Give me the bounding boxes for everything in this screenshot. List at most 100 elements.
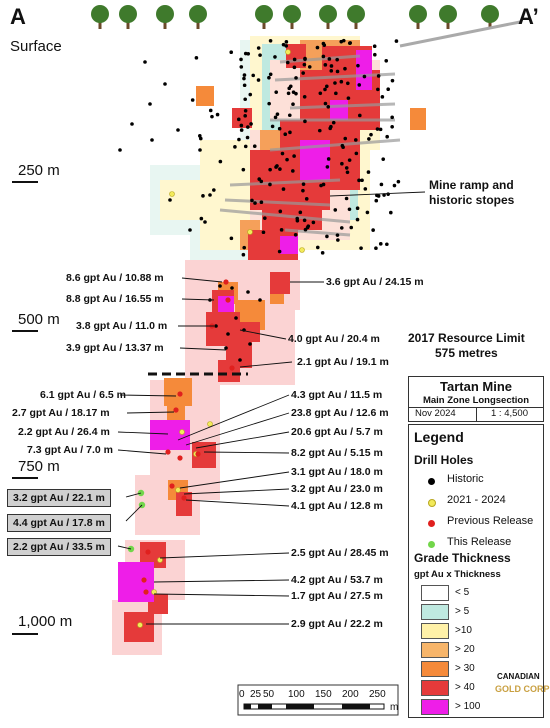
historic-drill-hole (198, 134, 202, 138)
historic-drill-hole (319, 183, 323, 188)
scale-tick-label: 250 (369, 689, 386, 700)
historic-drill-hole (335, 69, 340, 74)
historic-drill-hole (356, 63, 360, 68)
historic-drill-hole (385, 242, 389, 247)
historic-drill-hole (246, 290, 250, 294)
logo-line1: CANADIAN (497, 672, 540, 681)
grade-swatch (421, 623, 449, 639)
mine-ramp-annotation: Mine ramp and historic stopes (429, 178, 514, 208)
historic-drill-hole (284, 44, 289, 48)
historic-drill-hole (392, 183, 397, 188)
previous-release-drill-hole (165, 449, 171, 455)
historic-drill-hole (248, 342, 252, 346)
historic-drill-hole (236, 117, 241, 122)
intercept-label: 6.1 gpt Au / 6.5 m (40, 389, 126, 401)
historic-drill-hole (242, 73, 247, 77)
drill-hole-label: This Release (447, 536, 512, 548)
ramp-line (224, 198, 331, 207)
recent-drill-hole (151, 589, 157, 595)
historic-drill-hole (381, 157, 386, 161)
historic-drill-hole (258, 53, 262, 57)
grade-bin-label: > 5 (455, 606, 470, 617)
this-release-intercept: 2.2 gpt Au / 33.5 m (7, 538, 111, 556)
intercept-label: 8.6 gpt Au / 10.88 m (66, 272, 164, 284)
historic-drill-hole (359, 246, 363, 250)
historic-drill-hole (285, 60, 290, 65)
historic-drill-hole (243, 114, 247, 118)
historic-drill-hole (190, 98, 195, 102)
historic-drill-hole (243, 97, 247, 102)
title-divider-vertical (476, 407, 477, 421)
intercept-label: 4.2 gpt Au / 53.7 m (291, 574, 383, 586)
historic-drill-hole (325, 234, 329, 239)
grade-contour-cell (410, 108, 426, 130)
tree-icon (255, 5, 273, 29)
intercept-label: 23.8 gpt Au / 12.6 m (291, 407, 389, 419)
historic-drill-hole (344, 196, 349, 201)
historic-drill-hole (214, 324, 218, 328)
grade-thickness-heading: Grade Thickness (414, 551, 511, 565)
historic-drill-hole (334, 91, 338, 96)
leader-line (329, 191, 426, 197)
historic-drill-hole (278, 167, 282, 171)
historic-drill-hole (249, 122, 253, 126)
historic-drill-hole (256, 46, 261, 50)
this-release-intercept: 3.2 gpt Au / 22.1 m (7, 489, 111, 507)
recent-drill-hole (169, 191, 175, 197)
historic-drill-hole (278, 209, 283, 214)
historic-drill-hole (326, 157, 331, 161)
historic-drill-hole (329, 64, 334, 68)
historic-drill-hole (394, 39, 399, 43)
historic-drill-hole (194, 56, 199, 60)
historic-drill-hole (168, 198, 172, 202)
intercept-label: 3.8 gpt Au / 11.0 m (76, 320, 168, 332)
leader-line (159, 552, 290, 559)
historic-drill-hole (390, 115, 394, 120)
historic-drill-hole (339, 226, 344, 230)
previous-release-drill-hole (181, 495, 187, 501)
historic-drill-hole (355, 206, 360, 211)
intercept-label: 8.2 gpt Au / 5.15 m (291, 447, 383, 459)
grade-swatch (421, 699, 449, 715)
historic-drill-hole (325, 165, 330, 169)
historic-drill-hole (229, 236, 234, 241)
leader-line (125, 504, 143, 522)
historic-drill-hole (360, 178, 364, 183)
recent-drill-hole (179, 429, 185, 435)
historic-drill-hole (288, 130, 292, 135)
intercept-label: 7.3 gpt Au / 7.0 m (27, 444, 113, 456)
historic-drill-hole (242, 83, 247, 88)
historic-drill-hole (336, 238, 340, 242)
historic-drill-hole (362, 74, 367, 79)
historic-drill-hole (239, 65, 244, 69)
historic-drill-hole (248, 92, 253, 97)
historic-drill-hole (311, 220, 316, 225)
historic-drill-hole (302, 94, 307, 99)
grade-thickness-contours (112, 36, 426, 655)
historic-drill-hole (303, 227, 308, 232)
historic-drill-hole (363, 187, 368, 191)
leader-line (177, 394, 290, 441)
historic-drill-hole (258, 298, 262, 302)
historic-drill-hole (396, 179, 401, 184)
intercept-label: 1.7 gpt Au / 27.5 m (291, 590, 383, 602)
historic-drill-hole (291, 169, 295, 173)
tree-icon (119, 5, 137, 29)
recent-drill-hole (137, 622, 143, 628)
historic-drill-hole (376, 87, 380, 92)
historic-drill-hole (218, 284, 222, 288)
mine-title: Tartan Mine (440, 379, 512, 394)
historic-drill-hole (268, 72, 273, 77)
historic-drill-hole (281, 42, 286, 47)
historic-drill-hole (218, 159, 223, 164)
recent-drill-hole (157, 557, 163, 563)
historic-drill-hole (224, 346, 228, 350)
grade-contour-cell (196, 86, 214, 106)
intercept-label: 2.5 gpt Au / 28.45 m (291, 547, 389, 559)
scale-unit: m (390, 702, 399, 713)
leader-line (119, 394, 177, 397)
this-release-symbol (428, 541, 435, 548)
leader-line (179, 347, 227, 351)
grade-swatch (421, 604, 449, 620)
